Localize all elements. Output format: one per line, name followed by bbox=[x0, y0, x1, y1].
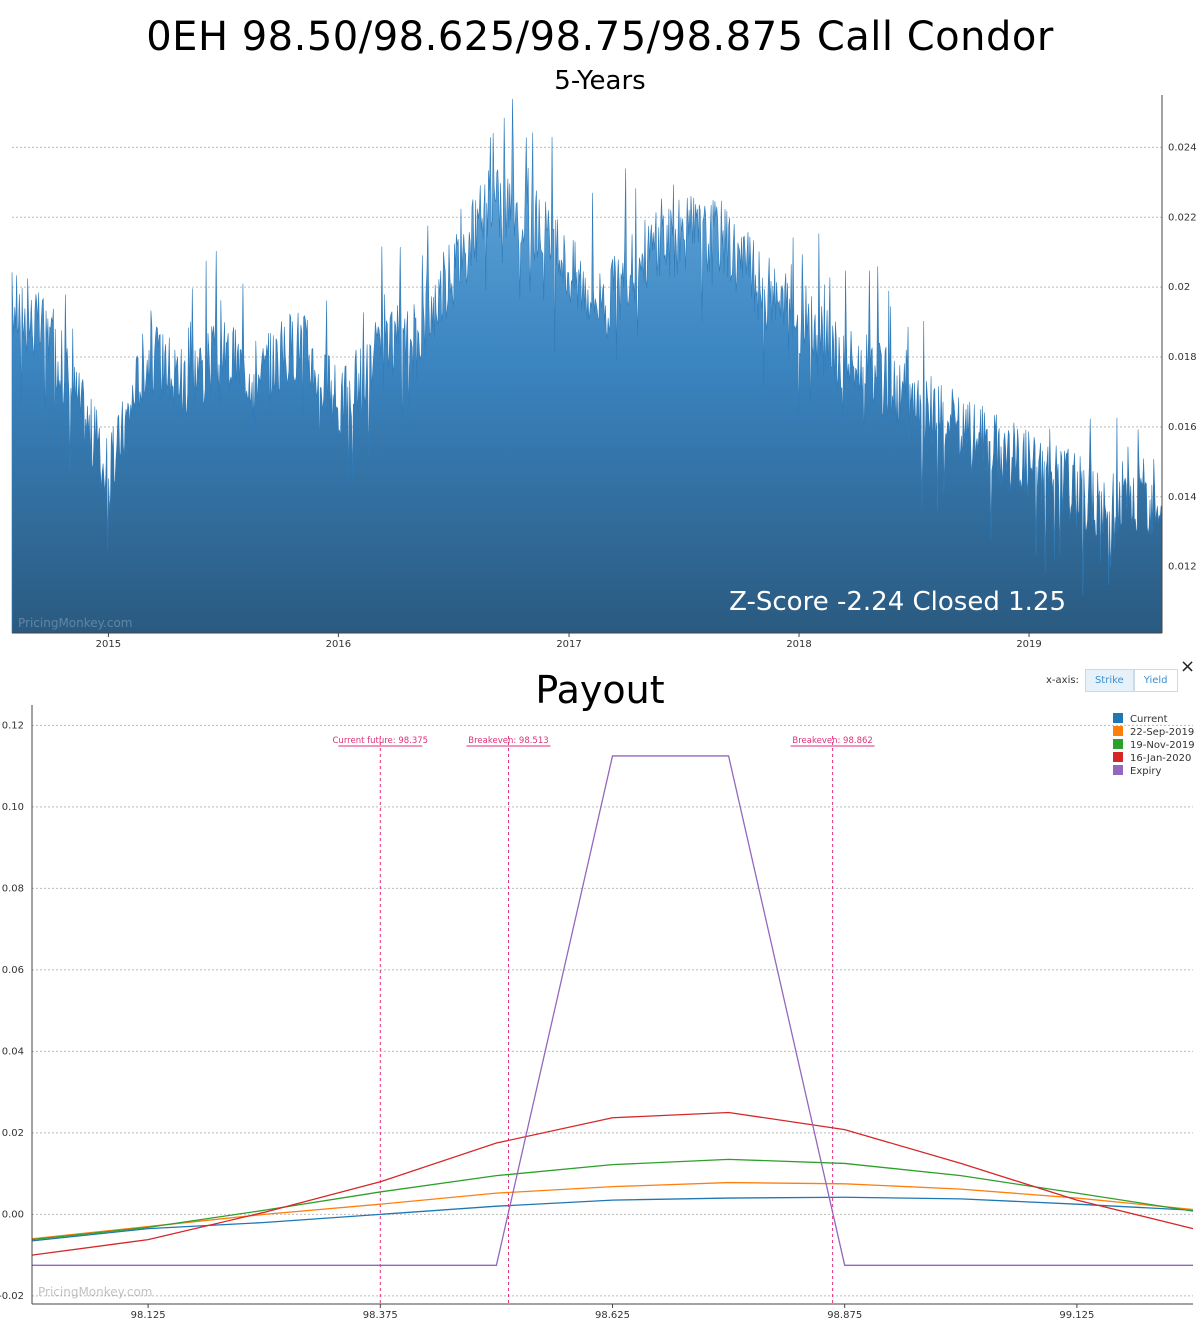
x-axis-toggle: x-axis: Strike Yield bbox=[1046, 668, 1178, 692]
history-y-tick-label: 0.022 bbox=[1168, 212, 1197, 223]
payout-series bbox=[31, 755, 1194, 1266]
history-y-tick-label: 0.02 bbox=[1168, 282, 1190, 293]
close-icon[interactable]: × bbox=[1180, 656, 1196, 677]
history-y-ticks: 0.012 0.014 0.016 0.018 0.02 0.022 0.024 bbox=[1168, 142, 1197, 572]
legend-label: 19-Nov-2019 bbox=[1130, 740, 1195, 751]
history-x-ticks: 2015 2016 2017 2018 2019 bbox=[96, 633, 1042, 650]
watermark-bottom: PricingMonkey.com bbox=[38, 1285, 153, 1299]
payout-gridlines bbox=[32, 724, 1193, 1297]
history-area-series[interactable] bbox=[11, 98, 1163, 634]
legend-swatch bbox=[1113, 713, 1123, 723]
payout-x-ticks: 98.125 98.375 98.625 98.875 99.125 bbox=[131, 1304, 1094, 1321]
history-y-tick-label: 0.024 bbox=[1168, 142, 1197, 153]
legend-label: 16-Jan-2020 bbox=[1130, 753, 1191, 764]
history-y-tick-label: 0.018 bbox=[1168, 352, 1197, 363]
history-chart: 2015 2016 2017 2018 2019 0.0120.0140.0160.01… bbox=[11, 95, 1197, 650]
legend-label: Current bbox=[1130, 714, 1168, 725]
legend-label: 22-Sep-2019 bbox=[1130, 727, 1194, 738]
payout-y-tick-label: 0.10 bbox=[2, 802, 24, 813]
payout-x-tick-label: 98.125 bbox=[131, 1310, 166, 1321]
payout-title: Payout bbox=[535, 668, 665, 712]
payout-y-tick-label: 0.06 bbox=[2, 965, 24, 976]
history-y-tick-label: 0.012 bbox=[1168, 562, 1197, 573]
legend-swatch bbox=[1113, 765, 1123, 775]
yield-toggle-button[interactable]: Yield bbox=[1133, 668, 1178, 692]
annotation-label: Breakeven: 98.513 bbox=[468, 736, 548, 746]
x-axis-toggle-label: x-axis: bbox=[1046, 674, 1079, 686]
series-line-current[interactable] bbox=[31, 1196, 1194, 1242]
legend-swatch bbox=[1113, 739, 1123, 749]
zscore-label: Z-Score -2.24 Closed 1.25 bbox=[729, 587, 1066, 617]
history-x-tick-label: 2017 bbox=[556, 639, 581, 650]
payout-x-tick-label: 98.875 bbox=[827, 1310, 862, 1321]
history-x-tick-label: 2016 bbox=[326, 639, 351, 650]
payout-y-tick-label: 0.12 bbox=[2, 720, 24, 731]
payout-legend: Current 22-Sep-2019 19-Nov-2019 16-Jan-2020… bbox=[1113, 713, 1195, 777]
payout-y-tick-label: 0.04 bbox=[2, 1046, 24, 1057]
payout-annotations: Current future: 98.375 Breakeven: 98.513 B… bbox=[333, 736, 875, 1304]
annotation-label: Current future: 98.375 bbox=[333, 736, 429, 746]
series-line-22-sep-2019[interactable] bbox=[31, 1181, 1194, 1240]
legend-swatch bbox=[1113, 726, 1123, 736]
strike-toggle-button[interactable]: Strike bbox=[1084, 668, 1134, 692]
history-x-tick-label: 2018 bbox=[786, 639, 811, 650]
payout-y-tick-label: 0.02 bbox=[2, 1128, 24, 1139]
history-y-tick-label: 0.014 bbox=[1168, 492, 1197, 503]
payout-x-tick-label: 99.125 bbox=[1059, 1310, 1094, 1321]
payout-x-tick-label: 98.375 bbox=[363, 1310, 398, 1321]
legend-label: Expiry bbox=[1130, 766, 1161, 777]
payout-x-tick-label: 98.625 bbox=[595, 1310, 630, 1321]
annotation-label: Breakeven: 98.862 bbox=[792, 736, 872, 746]
history-x-tick-label: 2019 bbox=[1016, 639, 1041, 650]
payout-y-tick-label: -0.02 bbox=[0, 1291, 24, 1302]
payout-y-ticks: -0.02 0.00 0.02 0.04 0.06 0.08 0.10 0.12 bbox=[0, 720, 24, 1301]
series-line-expiry[interactable] bbox=[32, 755, 1193, 1266]
legend-swatch bbox=[1113, 752, 1123, 762]
series-line-16-jan-2020[interactable] bbox=[31, 1111, 1194, 1256]
chart-subtitle: 5-Years bbox=[554, 66, 646, 96]
history-x-tick-label: 2015 bbox=[96, 639, 121, 650]
watermark-top: PricingMonkey.com bbox=[18, 616, 133, 630]
history-y-tick-label: 0.016 bbox=[1168, 422, 1197, 433]
chart-title: 0EH 98.50/98.625/98.75/98.875 Call Condo… bbox=[146, 14, 1054, 60]
payout-y-tick-label: 0.08 bbox=[2, 883, 24, 894]
series-line-19-nov-2019[interactable] bbox=[31, 1158, 1194, 1241]
payout-y-tick-label: 0.00 bbox=[2, 1209, 24, 1220]
